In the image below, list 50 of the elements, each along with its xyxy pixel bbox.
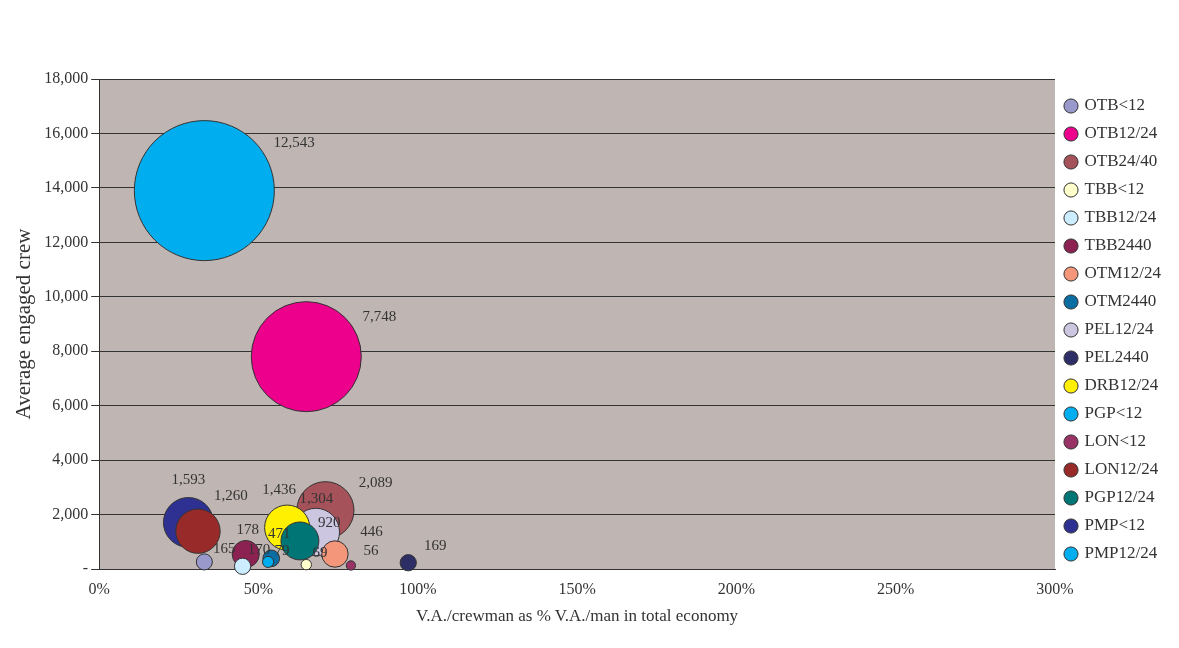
y-tick-label: 8,000 (52, 341, 89, 359)
legend-label: PGP12/24 (1084, 487, 1155, 507)
legend-label: LON12/24 (1084, 459, 1159, 479)
data-label: 7,748 (362, 307, 397, 324)
y-tick-label: 16,000 (44, 123, 89, 141)
y-tick-label: - (82, 559, 89, 577)
data-label: 1,436 (262, 481, 297, 498)
y-tick-label: 6,000 (52, 395, 89, 413)
legend-label: DRB12/24 (1084, 375, 1159, 395)
legend-label: PEL12/24 (1084, 319, 1154, 339)
x-tick-label: 200% (717, 579, 756, 597)
y-tick-label: 2,000 (52, 504, 89, 522)
legend-label: OTB12/24 (1084, 123, 1158, 143)
legend-label: TBB<12 (1084, 179, 1145, 199)
data-label: 1,260 (214, 486, 248, 503)
y-axis-title: Average engaged crew (11, 227, 36, 420)
legend-label: PMP12/24 (1084, 543, 1158, 563)
legend-label: LON<12 (1084, 431, 1147, 451)
legend-label: TBB12/24 (1084, 207, 1157, 227)
data-label: 79 (274, 541, 290, 558)
legend-label: PMP<12 (1084, 515, 1146, 535)
data-label: 2,089 (358, 474, 393, 491)
legend-label: OTB24/40 (1084, 151, 1158, 171)
data-label: 446 (360, 522, 384, 539)
data-label: 56 (363, 541, 380, 558)
legend-label: OTM2440 (1084, 291, 1157, 311)
x-tick-label: 100% (399, 579, 437, 597)
data-label: 178 (236, 520, 260, 537)
x-tick-label: 300% (1036, 579, 1074, 597)
data-label: 69 (312, 544, 328, 561)
legend-label: PGP<12 (1084, 403, 1143, 423)
data-label: 170 (247, 540, 271, 557)
legend-label: OTB<12 (1084, 95, 1146, 115)
x-tick-label: 150% (558, 579, 596, 597)
y-tick-label: 12,000 (44, 232, 89, 250)
x-tick-label: 50% (243, 579, 274, 597)
x-axis-title: V.A./crewman as % V.A./man in total economy (416, 605, 739, 625)
legend-label: TBB2440 (1084, 235, 1152, 255)
y-tick-label: 14,000 (44, 178, 89, 196)
data-label: 12,543 (273, 134, 315, 151)
x-tick-label: 250% (877, 579, 915, 597)
y-tick-label: 18,000 (44, 69, 89, 87)
x-tick-label: 0% (88, 579, 110, 597)
y-tick-label: 4,000 (52, 450, 89, 468)
data-label: 1,304 (299, 489, 334, 506)
legend-label: OTM12/24 (1084, 263, 1162, 283)
data-label: 1,593 (171, 470, 206, 487)
y-tick-label: 10,000 (44, 286, 89, 304)
data-label: 169 (423, 537, 447, 554)
legend-label: PEL2440 (1084, 347, 1149, 367)
